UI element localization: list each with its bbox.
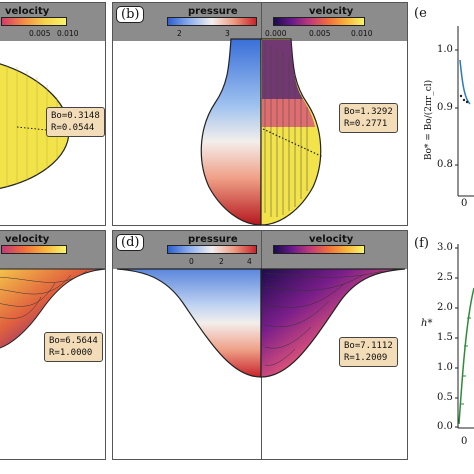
panel-c-info-box: Bo=6.5644 R=1.0000 xyxy=(44,332,103,362)
panel-c-droplet xyxy=(0,268,105,349)
panel-f-ytick-1: 2.5 xyxy=(437,272,453,283)
panel-e-ylabel: Bo* = Bo/(2πr_cl) xyxy=(424,79,434,161)
velocity-tick-b-2: 0.010 xyxy=(351,29,373,38)
panel-e-ytick-3: 0.8 xyxy=(437,159,453,170)
panel-b-info-box: Bo=1.3292 R=0.2771 xyxy=(339,103,398,133)
panel-e-ytick-1: 1.0 xyxy=(437,44,453,55)
panel-f-ytick-6: 0.0 xyxy=(437,421,453,432)
velocity-colorbar-c xyxy=(1,245,67,254)
panel-f-ytick-2: 2.0 xyxy=(437,302,453,313)
panel-f-ytick-5: 0.5 xyxy=(437,392,453,403)
velocity-tick-2: 0.010 xyxy=(57,29,79,38)
panel-d: pressure 0 2 4 velocity xyxy=(112,230,408,460)
panel-f-xtick: 0 xyxy=(461,436,468,447)
panel-d-droplet xyxy=(116,268,406,378)
velocity-colorbar xyxy=(1,17,67,26)
panel-d-info-box: Bo=7.1112 R=1.2009 xyxy=(339,337,398,367)
r-value: R=0.2771 xyxy=(344,119,388,129)
panel-b: pressure 2 3 velocity 0.000 0.005 0.010 xyxy=(112,2,408,226)
panel-e-ytick-2: 0.9 xyxy=(437,102,453,113)
bo-value: Bo=7.1112 xyxy=(344,341,393,351)
panel-f-label: (f) xyxy=(414,236,429,251)
velocity-colorbar-title-c: velocity xyxy=(5,234,50,245)
panel-a-header: velocity 0.005 0.010 xyxy=(0,3,105,41)
velocity-tick-b-0: 0.000 xyxy=(265,29,287,38)
panel-e-label: (e xyxy=(414,6,427,21)
velocity-tick-1: 0.005 xyxy=(29,29,51,38)
panel-a-info-box: Bo=0.3148 R=0.0544 xyxy=(46,107,105,137)
panel-d-label: (d) xyxy=(116,234,145,251)
panel-d-header: pressure 0 2 4 velocity xyxy=(113,231,407,269)
pressure-colorbar-title: pressure xyxy=(188,6,238,17)
panel-e-xtick: 0 xyxy=(461,198,468,209)
r-value: R=1.0000 xyxy=(49,348,93,358)
pressure-tick-d-1: 2 xyxy=(219,257,224,266)
bo-value: Bo=0.3148 xyxy=(51,111,100,121)
panel-c-header: velocity xyxy=(0,231,105,269)
panel-f-ylabel: h* xyxy=(421,318,433,329)
pressure-tick-d-0: 0 xyxy=(189,257,194,266)
velocity-colorbar-title-b: velocity xyxy=(309,6,354,17)
velocity-colorbar-d xyxy=(273,245,365,254)
panel-b-label: (b) xyxy=(116,6,145,23)
pressure-colorbar-d xyxy=(167,245,257,254)
panel-b-header: pressure 2 3 velocity 0.000 0.005 0.010 xyxy=(113,3,407,41)
pressure-colorbar-title-d: pressure xyxy=(188,234,238,245)
pressure-tick-1: 2 xyxy=(177,29,182,38)
r-value: R=0.0544 xyxy=(51,123,95,133)
velocity-tick-b-1: 0.005 xyxy=(309,29,331,38)
panel-b-droplet xyxy=(200,38,324,225)
velocity-colorbar-b xyxy=(273,17,365,26)
pressure-colorbar xyxy=(167,17,257,26)
panel-f-ytick-4: 1.0 xyxy=(437,362,453,373)
panel-f-ytick-3: 1.5 xyxy=(437,332,453,343)
pressure-tick-2: 3 xyxy=(225,29,230,38)
pressure-tick-d-2: 4 xyxy=(247,257,252,266)
r-value: R=1.2009 xyxy=(344,353,388,363)
velocity-colorbar-title-d: velocity xyxy=(309,234,354,245)
bo-value: Bo=6.5644 xyxy=(49,336,98,346)
panel-f-ytick-0: 3.0 xyxy=(437,242,453,253)
bo-value: Bo=1.3292 xyxy=(344,107,393,117)
velocity-colorbar-title: velocity xyxy=(5,6,50,17)
